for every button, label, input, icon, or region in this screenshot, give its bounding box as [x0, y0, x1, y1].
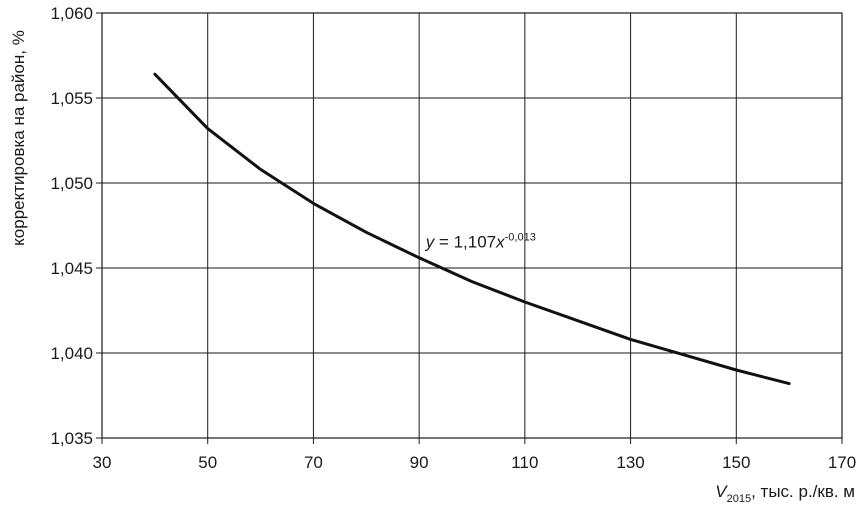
y-tick-label: 1,055	[50, 89, 93, 108]
y-tick-label: 1,045	[50, 259, 93, 278]
x-tick-label: 110	[511, 453, 538, 472]
x-tick-label: 30	[93, 453, 112, 472]
x-axis-label-subscript: 2015	[727, 493, 751, 505]
y-axis-label: корректировка на район, %	[9, 30, 28, 246]
trend-equation: y = 1,107x-0,013	[425, 231, 536, 251]
x-axis-label-symbol: V	[715, 482, 728, 501]
plot-area-frame	[101, 12, 843, 439]
x-tick-label: 150	[722, 453, 750, 472]
x-tick-label: 90	[410, 453, 429, 472]
trend-equation-exponent: -0,013	[505, 231, 536, 243]
y-axis-ticks: 1,035 1,040 1,045 1,050 1,055 1,060	[50, 4, 102, 448]
trend-equation-coefficient: = 1,107	[434, 232, 496, 251]
x-axis-label: V2015, тыс. р./кв. м	[715, 482, 855, 505]
series-layer	[153, 72, 791, 386]
gridlines	[101, 12, 843, 439]
x-tick-label: 130	[616, 453, 644, 472]
y-tick-label: 1,050	[50, 174, 93, 193]
x-axis-label-unit: , тыс. р./кв. м	[751, 482, 855, 501]
x-tick-label: 70	[304, 453, 323, 472]
x-tick-label: 170	[828, 453, 856, 472]
y-tick-label: 1,040	[50, 344, 93, 363]
y-tick-label: 1,060	[50, 4, 93, 23]
trend-equation-y: y	[425, 232, 436, 251]
x-axis-ticks: 30 50 70 90 110 130 150 170	[93, 438, 856, 472]
y-tick-label: 1,035	[50, 429, 93, 448]
trend-equation-x: x	[495, 232, 505, 251]
x-tick-label: 50	[198, 453, 217, 472]
trend-curve	[153, 72, 791, 386]
